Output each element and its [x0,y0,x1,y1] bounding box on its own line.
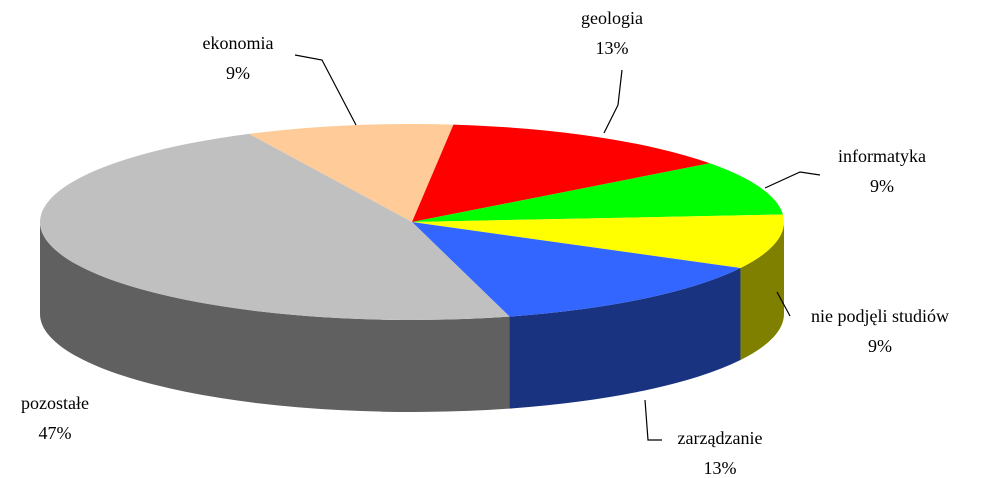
slice [412,163,783,222]
slice-side [509,268,741,409]
value-label: 13% [596,38,629,58]
slice [412,124,710,222]
value-label: 13% [704,458,737,478]
leader-line [603,69,623,134]
slice-label: nie podjęli studiów [811,306,949,326]
leader-line [644,399,662,441]
value-label: 9% [868,336,892,356]
slice-side [40,222,510,412]
slice-label: geologia [581,8,643,28]
value-label: 9% [226,63,250,83]
leader-line [776,291,791,317]
slice-label: ekonomia [203,33,274,53]
leader-line [764,171,821,189]
leader-line [294,54,357,126]
slice [40,133,510,320]
value-label: 9% [870,176,894,196]
slice-label: zarządzanie [678,428,763,448]
value-label: 47% [39,423,72,443]
slice [412,214,785,269]
slice-side [740,222,784,361]
slice [412,222,741,317]
slice-label: informatyka [838,146,926,166]
slice [248,124,454,222]
slice-label: pozostałe [21,393,89,413]
